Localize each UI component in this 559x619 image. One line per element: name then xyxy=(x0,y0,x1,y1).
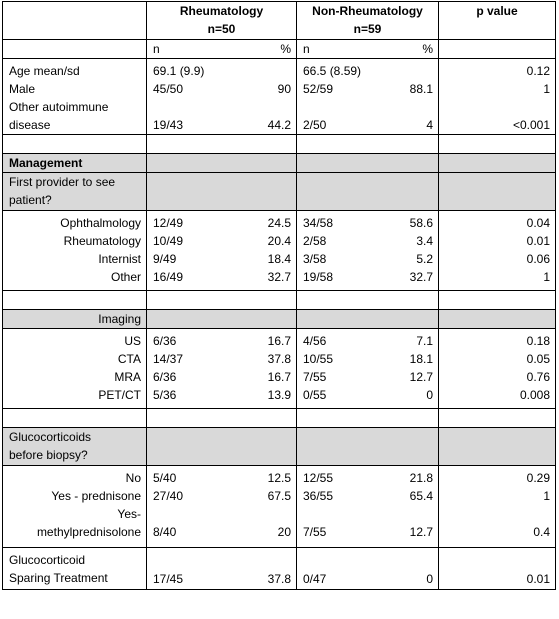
first-provider-rheum-n: 12/49 10/49 9/49 16/49 xyxy=(146,210,223,291)
sparing-treatment-row: Glucocorticoid Sparing Treatment 17/45 3… xyxy=(2,547,556,590)
glucocorticoids-rheum-pct: 12.5 67.5 20 xyxy=(222,465,297,548)
results-table: Rheumatology n=50 Non-Rheumatology n=59 … xyxy=(2,1,556,590)
glucocorticoids-title: Glucocorticoids before biopsy? xyxy=(2,427,147,466)
subheader-pct-nonrheum: % xyxy=(364,39,439,59)
demographics-nonrheum-pct: 88.1 4 xyxy=(364,58,439,135)
subheader-n-rheum: n xyxy=(146,39,223,59)
glucocorticoids-nonrheum-pct: 21.8 65.4 12.7 xyxy=(364,465,439,548)
demographics-nonrheum-n: 66.5 (8.59) 52/59 2/50 xyxy=(296,58,365,135)
header-p-value: p value xyxy=(438,1,556,40)
header-row: Rheumatology n=50 Non-Rheumatology n=59 … xyxy=(2,1,556,40)
first-provider-header: First provider to see patient? xyxy=(2,172,556,211)
sparing-rheum-pct: 37.8 xyxy=(222,547,297,590)
imaging-rheum-n: 6/36 14/37 6/36 5/36 xyxy=(146,328,223,409)
demographics-p: 0.12 1 <0.001 xyxy=(438,58,556,135)
first-provider-nonrheum-pct: 58.6 3.4 5.2 32.7 xyxy=(364,210,439,291)
imaging-block: US CTA MRA PET/CT 6/36 14/37 6/36 5/36 1… xyxy=(2,328,556,409)
subheader-pct-rheum: % xyxy=(222,39,297,59)
header-non-rheumatology: Non-Rheumatology n=59 xyxy=(296,1,439,40)
spacer-row xyxy=(2,134,556,154)
demographics-block: Age mean/sd Male Other autoimmune diseas… xyxy=(2,58,556,135)
imaging-p: 0.18 0.05 0.76 0.008 xyxy=(438,328,556,409)
glucocorticoids-header: Glucocorticoids before biopsy? xyxy=(2,427,556,466)
imaging-nonrheum-pct: 7.1 18.1 12.7 0 xyxy=(364,328,439,409)
glucocorticoids-rheum-n: 5/40 27/40 8/40 xyxy=(146,465,223,548)
imaging-title: Imaging xyxy=(2,309,147,329)
demographics-rheum-n: 69.1 (9.9) 45/50 19/43 xyxy=(146,58,223,135)
sparing-nonrheum-pct: 0 xyxy=(364,547,439,590)
first-provider-labels: Ophthalmology Rheumatology Internist Oth… xyxy=(2,210,147,291)
management-row: Management xyxy=(2,153,556,173)
sparing-p: 0.01 xyxy=(438,547,556,590)
glucocorticoids-block: No Yes - prednisone Yes- methylprednisol… xyxy=(2,465,556,548)
sparing-nonrheum-n: 0/47 xyxy=(296,547,365,590)
header-rheumatology: Rheumatology n=50 xyxy=(146,1,297,40)
first-provider-block: Ophthalmology Rheumatology Internist Oth… xyxy=(2,210,556,291)
demographics-labels: Age mean/sd Male Other autoimmune diseas… xyxy=(2,58,147,135)
sparing-label: Glucocorticoid Sparing Treatment xyxy=(2,547,147,590)
first-provider-nonrheum-n: 34/58 2/58 3/58 19/58 xyxy=(296,210,365,291)
first-provider-rheum-pct: 24.5 20.4 18.4 32.7 xyxy=(222,210,297,291)
imaging-labels: US CTA MRA PET/CT xyxy=(2,328,147,409)
imaging-header: Imaging xyxy=(2,309,556,329)
glucocorticoids-p: 0.29 1 0.4 xyxy=(438,465,556,548)
subheader-row: n % n % xyxy=(2,39,556,59)
glucocorticoids-nonrheum-n: 12/55 36/55 7/55 xyxy=(296,465,365,548)
first-provider-title: First provider to see patient? xyxy=(2,172,147,211)
header-empty xyxy=(2,1,147,40)
first-provider-p: 0.04 0.01 0.06 1 xyxy=(438,210,556,291)
subheader-n-nonrheum: n xyxy=(296,39,365,59)
imaging-rheum-pct: 16.7 37.8 16.7 13.9 xyxy=(222,328,297,409)
management-title: Management xyxy=(2,153,147,173)
glucocorticoids-labels: No Yes - prednisone Yes- methylprednisol… xyxy=(2,465,147,548)
imaging-nonrheum-n: 4/56 10/55 7/55 0/55 xyxy=(296,328,365,409)
sparing-rheum-n: 17/45 xyxy=(146,547,223,590)
demographics-rheum-pct: 90 44.2 xyxy=(222,58,297,135)
